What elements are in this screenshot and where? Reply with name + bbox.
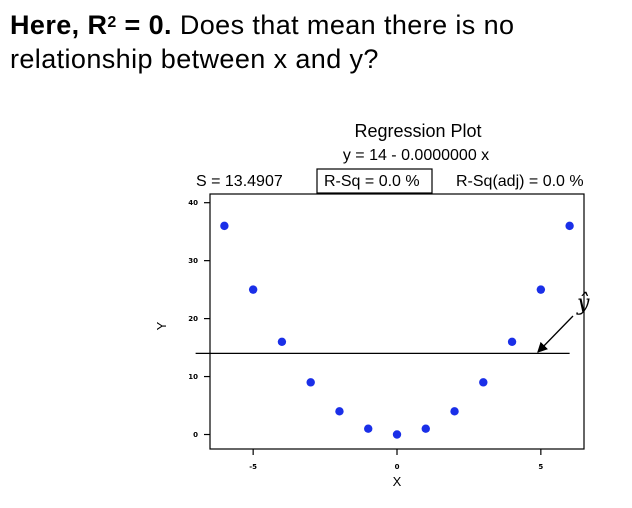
data-point <box>277 337 287 346</box>
y-tick-label: 10 <box>188 373 198 381</box>
question-line1-rest: Does that mean there is no <box>171 10 515 40</box>
y-axis-label: Y <box>154 321 169 330</box>
y-tick-label: 0 <box>193 431 198 439</box>
x-tick-label: 0 <box>395 463 400 471</box>
y-tick-label: 30 <box>188 257 198 265</box>
chart-title: Regression Plot <box>354 121 481 141</box>
y-tick-label: 20 <box>188 315 198 323</box>
x-tick-label: 5 <box>538 463 543 471</box>
question-text: Here, R2 = 0. Does that mean there is no… <box>10 8 625 76</box>
data-points <box>220 221 574 439</box>
y-axis-ticks: 0 10 20 30 40 <box>188 199 210 439</box>
data-point <box>536 285 546 294</box>
data-point <box>565 221 574 231</box>
data-point <box>248 285 258 294</box>
data-point <box>421 424 430 433</box>
data-point <box>364 424 373 433</box>
data-point <box>450 407 459 416</box>
x-axis-ticks: -5 0 5 <box>249 449 543 471</box>
data-point <box>220 221 229 231</box>
stat-s: S = 13.4907 <box>196 173 283 190</box>
data-point <box>507 337 517 346</box>
data-point <box>479 378 488 387</box>
data-point <box>335 407 344 416</box>
x-tick-label: -5 <box>249 463 257 471</box>
regression-equation: y = 14 - 0.0000000 x <box>343 147 489 164</box>
rsq-box <box>316 168 433 194</box>
stat-rsq: R-Sq = 0.0 % <box>324 173 420 190</box>
data-point <box>306 378 315 387</box>
yhat-arrow <box>537 315 574 353</box>
plot-frame <box>209 193 585 450</box>
data-point <box>392 430 402 439</box>
question-bold: Here, R2 = 0. <box>10 10 172 40</box>
stat-rsq-adj: R-Sq(adj) = 0.0 % <box>456 173 584 190</box>
yhat-label: ŷ <box>576 291 590 316</box>
y-tick-label: 40 <box>188 199 198 207</box>
x-axis-label: X <box>393 474 402 489</box>
question-line2: relationship between x and y? <box>10 44 379 74</box>
